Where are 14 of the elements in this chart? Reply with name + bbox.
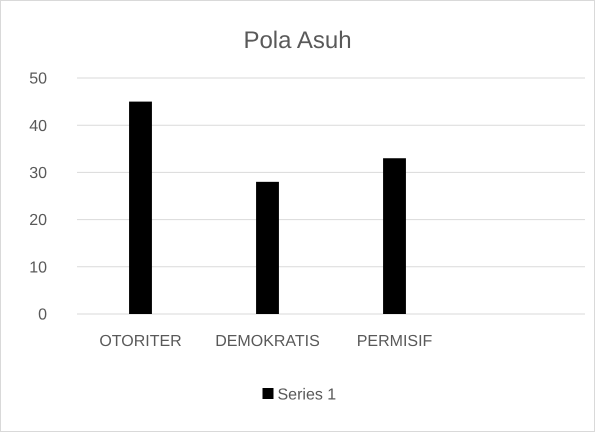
bar xyxy=(383,158,406,314)
chart-title: Pola Asuh xyxy=(243,27,352,54)
x-tick-label: PERMISIF xyxy=(356,333,433,350)
x-tick-label: OTORITER xyxy=(99,333,182,350)
y-tick-label: 30 xyxy=(29,165,48,182)
x-tick-label: DEMOKRATIS xyxy=(215,333,320,350)
y-tick-label: 20 xyxy=(29,212,48,230)
bar xyxy=(256,182,279,314)
y-tick-label: 10 xyxy=(29,259,48,276)
y-tick-label: 50 xyxy=(29,70,48,88)
bar xyxy=(129,102,152,314)
legend-label: Series 1 xyxy=(278,386,336,404)
y-tick-label: 0 xyxy=(38,306,48,324)
y-tick-label: 40 xyxy=(29,118,48,135)
